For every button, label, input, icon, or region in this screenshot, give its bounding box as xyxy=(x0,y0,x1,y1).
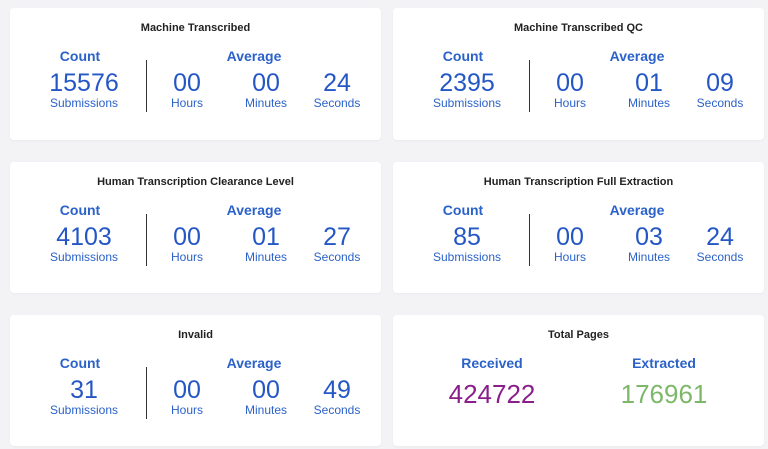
divider xyxy=(146,214,147,266)
seconds-label: Seconds xyxy=(313,96,361,110)
divider xyxy=(529,60,530,112)
stat-card-invalid: Invalid Count Average 31 Submissions 00 … xyxy=(10,315,381,446)
stat-card-human-transcription-full-extraction: Human Transcription Full Extraction Coun… xyxy=(393,162,764,293)
card-title: Machine Transcribed xyxy=(140,22,251,34)
hours-value: 00 xyxy=(173,376,201,404)
count-label: Submissions xyxy=(49,403,119,417)
hours-label: Hours xyxy=(170,250,203,264)
average-header: Average xyxy=(226,355,282,371)
hours-label: Hours xyxy=(170,403,203,417)
divider xyxy=(146,367,147,419)
average-header: Average xyxy=(609,202,665,218)
seconds-value: 09 xyxy=(706,69,734,97)
stat-card-human-transcription-clearance: Human Transcription Clearance Level Coun… xyxy=(10,162,381,293)
minutes-label: Minutes xyxy=(244,250,288,264)
minutes-metric: 01 Minutes xyxy=(609,70,689,110)
count-label: Submissions xyxy=(432,250,502,264)
average-header: Average xyxy=(226,202,282,218)
count-metric: 2395 Submissions xyxy=(427,70,507,110)
count-value: 15576 xyxy=(49,69,119,97)
minutes-metric: 00 Minutes xyxy=(226,377,306,417)
hours-metric: 00 Hours xyxy=(147,224,227,264)
count-value: 4103 xyxy=(56,223,112,251)
extracted-header: Extracted xyxy=(632,355,696,371)
divider xyxy=(146,60,147,112)
seconds-label: Seconds xyxy=(696,96,744,110)
average-header: Average xyxy=(226,48,282,64)
count-value: 85 xyxy=(453,223,481,251)
total-pages-card: Total Pages Received Extracted 424722 17… xyxy=(393,315,764,446)
average-header: Average xyxy=(609,48,665,64)
hours-metric: 00 Hours xyxy=(530,70,610,110)
seconds-metric: 49 Seconds xyxy=(297,377,377,417)
received-header: Received xyxy=(461,355,523,371)
card-title: Total Pages xyxy=(548,329,609,341)
count-metric: 15576 Submissions xyxy=(44,70,124,110)
hours-label: Hours xyxy=(553,96,586,110)
card-title: Human Transcription Full Extraction xyxy=(483,176,674,188)
minutes-metric: 03 Minutes xyxy=(609,224,689,264)
count-metric: 85 Submissions xyxy=(427,224,507,264)
count-value: 2395 xyxy=(439,69,495,97)
count-value: 31 xyxy=(70,376,98,404)
seconds-value: 49 xyxy=(323,376,351,404)
card-title: Machine Transcribed QC xyxy=(514,22,643,34)
minutes-value: 00 xyxy=(252,69,280,97)
seconds-value: 24 xyxy=(706,223,734,251)
received-value: 424722 xyxy=(448,379,536,409)
seconds-metric: 27 Seconds xyxy=(297,224,377,264)
card-title: Invalid xyxy=(178,329,213,341)
minutes-value: 01 xyxy=(252,223,280,251)
hours-value: 00 xyxy=(173,223,201,251)
minutes-label: Minutes xyxy=(244,96,288,110)
seconds-label: Seconds xyxy=(313,250,361,264)
count-label: Submissions xyxy=(432,96,502,110)
minutes-label: Minutes xyxy=(627,250,671,264)
seconds-metric: 24 Seconds xyxy=(297,70,377,110)
count-metric: 4103 Submissions xyxy=(44,224,124,264)
hours-value: 00 xyxy=(556,223,584,251)
stat-card-machine-transcribed-qc: Machine Transcribed QC Count Average 239… xyxy=(393,8,764,140)
hours-label: Hours xyxy=(170,96,203,110)
card-title: Human Transcription Clearance Level xyxy=(97,176,294,188)
count-header: Count xyxy=(442,202,484,218)
minutes-label: Minutes xyxy=(627,96,671,110)
minutes-value: 00 xyxy=(252,376,280,404)
seconds-metric: 09 Seconds xyxy=(680,70,760,110)
count-header: Count xyxy=(59,48,101,64)
count-label: Submissions xyxy=(49,250,119,264)
count-header: Count xyxy=(59,202,101,218)
seconds-label: Seconds xyxy=(696,250,744,264)
extracted-value: 176961 xyxy=(620,379,708,409)
hours-value: 00 xyxy=(173,69,201,97)
count-label: Submissions xyxy=(49,96,119,110)
hours-metric: 00 Hours xyxy=(147,70,227,110)
minutes-value: 01 xyxy=(635,69,663,97)
minutes-metric: 01 Minutes xyxy=(226,224,306,264)
hours-value: 00 xyxy=(556,69,584,97)
hours-metric: 00 Hours xyxy=(530,224,610,264)
minutes-value: 03 xyxy=(635,223,663,251)
seconds-value: 27 xyxy=(323,223,351,251)
hours-metric: 00 Hours xyxy=(147,377,227,417)
divider xyxy=(529,214,530,266)
stat-card-machine-transcribed: Machine Transcribed Count Average 15576 … xyxy=(10,8,381,140)
count-header: Count xyxy=(442,48,484,64)
count-metric: 31 Submissions xyxy=(44,377,124,417)
seconds-label: Seconds xyxy=(313,403,361,417)
count-header: Count xyxy=(59,355,101,371)
seconds-value: 24 xyxy=(323,69,351,97)
minutes-metric: 00 Minutes xyxy=(226,70,306,110)
seconds-metric: 24 Seconds xyxy=(680,224,760,264)
hours-label: Hours xyxy=(553,250,586,264)
minutes-label: Minutes xyxy=(244,403,288,417)
